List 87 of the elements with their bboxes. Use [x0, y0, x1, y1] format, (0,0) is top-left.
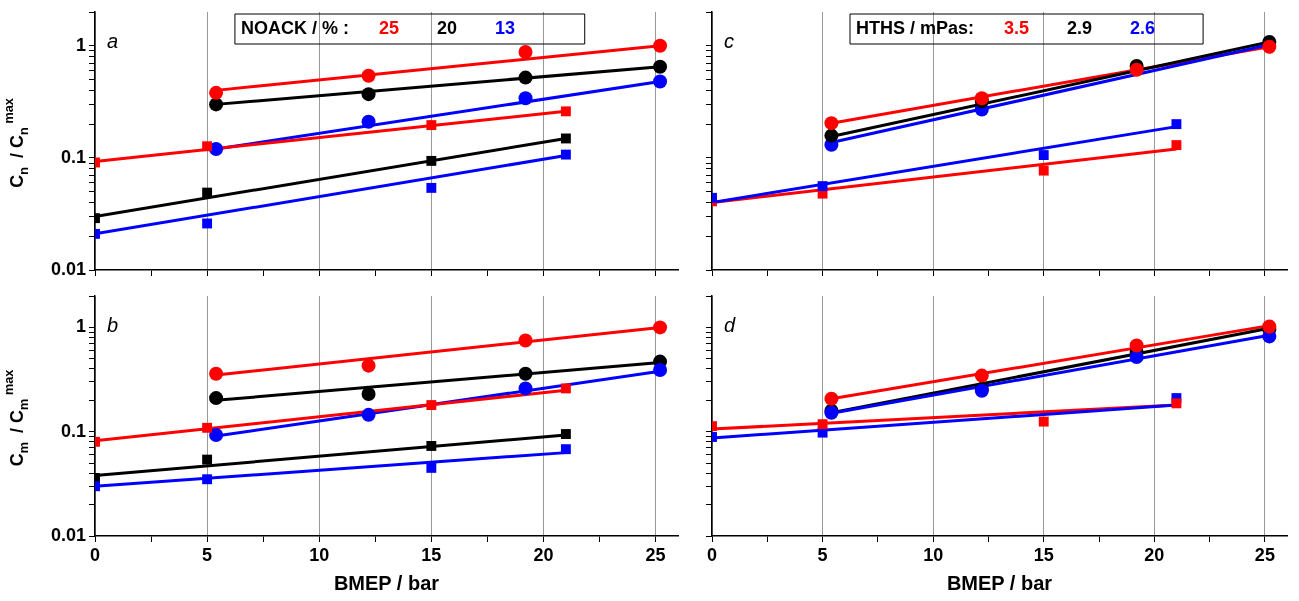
point	[1171, 140, 1182, 151]
point	[824, 116, 839, 131]
x-tick-label: 5	[202, 544, 213, 565]
x-tick-label: 10	[923, 544, 944, 565]
point	[653, 320, 668, 335]
x-tick-label: 20	[533, 544, 554, 565]
point	[518, 70, 533, 85]
point	[426, 462, 437, 473]
point	[1171, 398, 1182, 409]
point	[817, 419, 828, 430]
text: 2.9	[1067, 17, 1093, 38]
x-tick-label: 25	[1254, 544, 1275, 565]
x-tick-label: 0	[706, 544, 718, 565]
text: d	[724, 313, 736, 336]
point	[209, 85, 224, 100]
point	[653, 363, 668, 378]
point	[426, 155, 437, 166]
text: a	[107, 29, 119, 52]
point	[518, 366, 533, 381]
point	[209, 366, 224, 381]
legend-title: HTHS / mPas:	[856, 17, 975, 38]
text: c	[724, 29, 734, 52]
x-tick-label: 15	[1033, 544, 1054, 565]
point	[1038, 165, 1049, 176]
point	[824, 391, 839, 406]
point	[361, 358, 376, 373]
point	[202, 422, 213, 433]
point	[1129, 62, 1144, 77]
point	[209, 391, 224, 406]
text: 2.6	[1130, 17, 1156, 38]
y-tick-label: 0.1	[60, 146, 86, 167]
y-axis-title: Cn / Cnmax	[2, 98, 31, 188]
point	[560, 383, 571, 394]
point	[560, 106, 571, 117]
point	[202, 474, 213, 485]
point	[426, 400, 437, 411]
y-tick-label: 1	[75, 34, 86, 55]
x-tick-label: 20	[1144, 544, 1165, 565]
y-tick-label: 0.1	[60, 420, 86, 441]
y-tick-label: 0.01	[50, 258, 86, 279]
x-tick-label: 0	[89, 544, 101, 565]
x-axis-title: BMEP / bar	[333, 571, 440, 594]
point	[817, 181, 828, 192]
series-label: 25	[378, 17, 399, 38]
point	[361, 114, 376, 129]
point	[426, 182, 437, 193]
point	[1171, 119, 1182, 130]
x-tick-label: 10	[309, 544, 330, 565]
point	[426, 120, 437, 131]
point	[202, 454, 213, 465]
point	[974, 368, 989, 383]
x-tick-label: 5	[817, 544, 828, 565]
legend-title: NOACK / % :	[240, 17, 349, 38]
point	[361, 68, 376, 83]
point	[518, 381, 533, 396]
x-tick-label: 25	[645, 544, 666, 565]
point	[560, 149, 571, 160]
point	[518, 44, 533, 59]
y-axis-title: Cm / Cmmax	[2, 369, 31, 467]
point	[1038, 150, 1049, 160]
text: 13	[494, 17, 515, 38]
text: 3.5	[1004, 17, 1030, 38]
y-tick-label: 1	[75, 316, 86, 337]
point	[653, 59, 668, 74]
point	[560, 133, 571, 144]
point	[361, 407, 376, 422]
x-tick-label: 15	[421, 544, 442, 565]
point	[361, 386, 376, 401]
point	[209, 427, 224, 442]
point	[1038, 416, 1049, 427]
point	[426, 441, 437, 451]
point	[560, 429, 571, 439]
point	[202, 141, 213, 152]
x-axis-title: BMEP / bar	[946, 571, 1053, 594]
text: 20	[436, 17, 457, 38]
point	[202, 187, 213, 198]
point	[518, 333, 533, 348]
point	[824, 128, 839, 143]
point	[653, 74, 668, 89]
point	[202, 218, 213, 229]
point	[361, 87, 376, 102]
text: b	[107, 313, 119, 336]
point	[518, 91, 533, 106]
point	[653, 38, 668, 53]
point	[560, 444, 571, 455]
point	[1262, 39, 1277, 54]
y-tick-label: 0.01	[50, 524, 86, 545]
